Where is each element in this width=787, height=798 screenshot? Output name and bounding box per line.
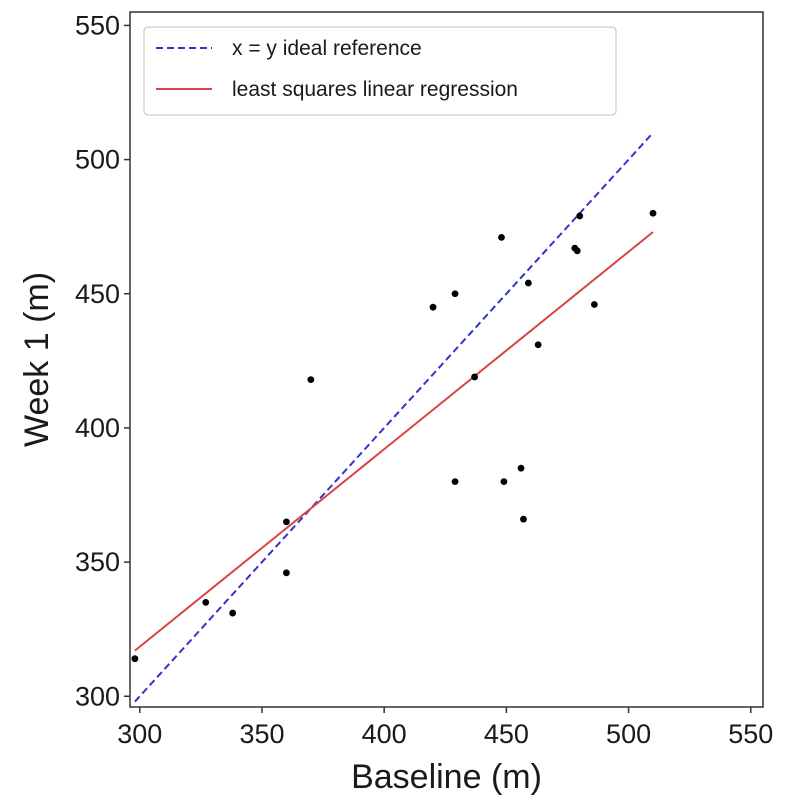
data-point xyxy=(524,279,532,287)
data-point xyxy=(429,303,437,311)
plot-area-frame xyxy=(129,11,764,708)
legend-label-ideal-reference: x = y ideal reference xyxy=(232,37,422,60)
data-point xyxy=(451,478,459,485)
regression-line xyxy=(134,231,654,652)
ideal-reference-line xyxy=(134,132,654,703)
x-tick-label: 500 xyxy=(606,719,651,749)
data-point xyxy=(131,655,139,663)
data-point xyxy=(229,609,237,617)
data-point xyxy=(283,518,290,526)
data-point xyxy=(307,376,315,384)
x-tick-label: 300 xyxy=(117,719,162,749)
data-point xyxy=(590,301,598,308)
data-point xyxy=(500,478,508,485)
y-tick-label: 550 xyxy=(75,10,120,40)
x-axis-ticks: 300 350 400 450 500 550 xyxy=(117,707,773,749)
y-tick-label: 400 xyxy=(75,413,120,443)
data-point xyxy=(451,290,459,298)
x-tick-label: 450 xyxy=(484,719,529,749)
data-point xyxy=(517,464,525,472)
data-point xyxy=(534,341,542,349)
y-axis-label: Week 1 (m) xyxy=(18,272,56,447)
y-tick-label: 500 xyxy=(75,145,120,175)
data-point xyxy=(649,209,657,217)
data-point xyxy=(283,569,290,577)
data-point xyxy=(498,234,505,241)
data-point xyxy=(573,247,581,255)
data-points xyxy=(131,209,657,663)
legend: x = y ideal reference least squares line… xyxy=(143,26,617,116)
y-tick-label: 300 xyxy=(75,681,120,711)
y-tick-label: 450 xyxy=(75,279,120,309)
data-point xyxy=(202,598,210,606)
data-point xyxy=(471,373,479,381)
legend-label-regression: least squares linear regression xyxy=(232,78,518,101)
data-point xyxy=(576,212,584,220)
x-axis-label: Baseline (m) xyxy=(351,758,542,796)
y-tick-label: 350 xyxy=(75,547,120,577)
legend-box xyxy=(143,26,617,116)
x-tick-label: 550 xyxy=(728,719,773,749)
x-tick-label: 400 xyxy=(362,719,407,749)
data-point xyxy=(520,515,527,523)
series-lines xyxy=(134,132,654,703)
y-axis-ticks: 300 350 400 450 500 550 xyxy=(75,10,130,711)
x-tick-label: 350 xyxy=(239,719,284,749)
